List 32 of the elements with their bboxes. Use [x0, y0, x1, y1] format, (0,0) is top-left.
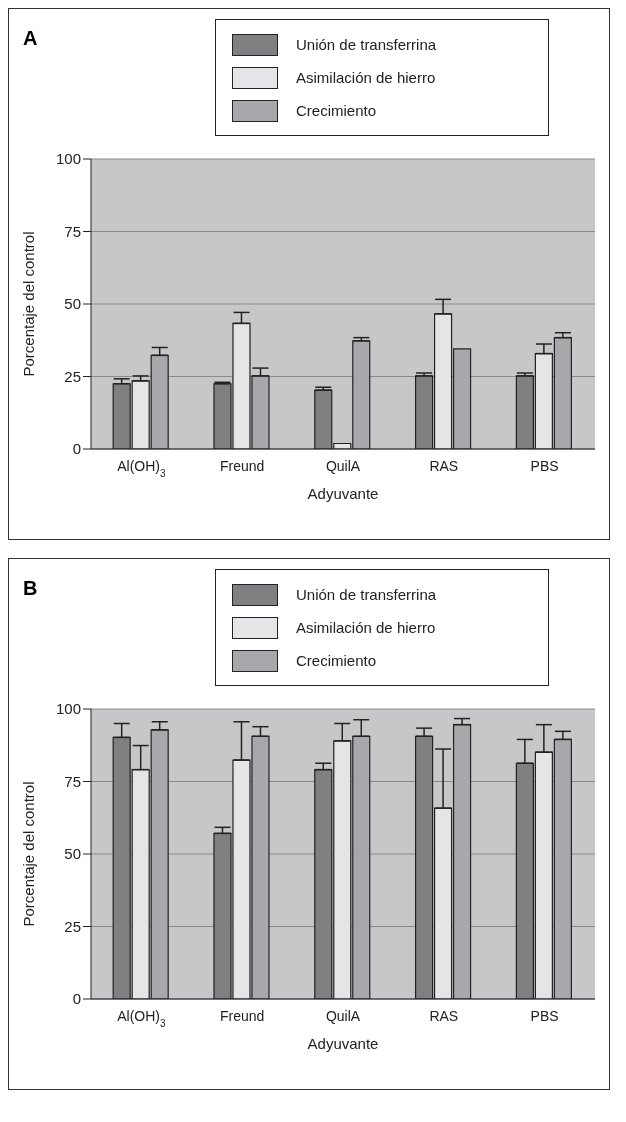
y-tick-label: 25	[64, 917, 81, 935]
legend-label: Crecimiento	[296, 102, 377, 119]
chart-title: B	[23, 577, 38, 600]
x-tick-label: PBS	[530, 458, 559, 474]
x-axis-title: Adyuvante	[307, 1035, 379, 1052]
y-tick-label: 0	[72, 990, 81, 1008]
y-tick-label: 0	[72, 440, 81, 458]
x-tick-label: RAS	[429, 1008, 459, 1024]
x-tick-label: Al(OH)$_{3}$	[117, 1008, 167, 1029]
y-tick-label: 50	[64, 295, 81, 313]
y-tick-label: 100	[55, 150, 81, 168]
y-axis-title: Porcentaje del control	[20, 781, 38, 927]
legend-label: Asimilación de hierro	[296, 619, 436, 636]
y-tick-label: 100	[55, 700, 81, 718]
y-tick-label: 75	[64, 222, 81, 240]
x-tick-label: Freund	[220, 458, 265, 474]
x-tick-label: QuilA	[325, 458, 361, 474]
y-axis-title: Porcentaje del control	[20, 231, 38, 377]
x-tick-label: Freund	[220, 1008, 265, 1024]
legend-label: Crecimiento	[296, 652, 377, 669]
legend-label: Unión de transferrina	[296, 36, 437, 53]
x-tick-label: PBS	[530, 1008, 559, 1024]
x-axis-title: Adyuvante	[307, 485, 379, 502]
x-tick-label: Al(OH)$_{3}$	[117, 458, 167, 479]
legend-label: Asimilación de hierro	[296, 69, 436, 86]
y-tick-label: 50	[64, 845, 81, 863]
y-tick-label: 25	[64, 367, 81, 385]
y-tick-label: 75	[64, 772, 81, 790]
x-tick-label: QuilA	[325, 1008, 361, 1024]
chart-title: A	[23, 27, 38, 50]
legend-label: Unión de transferrina	[296, 586, 437, 603]
x-tick-label: RAS	[429, 458, 459, 474]
